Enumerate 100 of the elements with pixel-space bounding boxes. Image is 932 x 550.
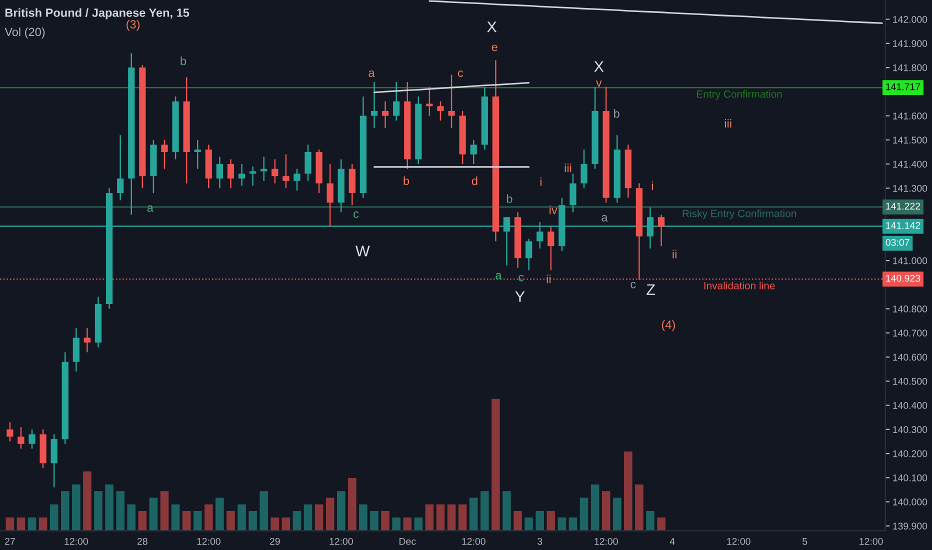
y-tick-label: 140.800: [893, 306, 928, 312]
bar: [72, 484, 80, 531]
bar: [590, 484, 600, 531]
annotation: Risky Entry Confirmation: [682, 210, 796, 220]
bar: [204, 504, 213, 531]
annotation: a: [368, 70, 375, 77]
bar: [646, 510, 654, 531]
bar: [160, 491, 169, 531]
annotation: X: [594, 61, 604, 72]
chart-title: Vol (20): [4, 28, 45, 38]
y-tick-label: 140.600: [893, 354, 928, 361]
annotation: W: [356, 246, 370, 256]
bar: [458, 504, 467, 531]
y-tick-label: 140.100: [893, 474, 928, 482]
bar: [138, 510, 147, 531]
x-tick-label: 3: [538, 538, 542, 545]
bar: [94, 491, 102, 531]
candlestick: [84, 327, 91, 353]
bar: [602, 491, 610, 531]
bar: [580, 498, 588, 531]
annotation: (3): [126, 20, 140, 31]
x-tick-label: Dec: [400, 538, 416, 545]
candlestick: [470, 139, 477, 165]
annotation: i: [540, 177, 542, 186]
y-tick-label: 141.900: [893, 40, 928, 48]
y-tick-label: 140.700: [893, 330, 928, 337]
y-tick-label: 141.500: [893, 136, 928, 144]
bar: [436, 504, 445, 531]
y-tick-label: 141.300: [893, 184, 928, 192]
bar: [171, 504, 180, 531]
y-tick-label: 141.800: [893, 64, 928, 72]
y-tick-label: 140.300: [893, 426, 928, 434]
annotation: Z: [646, 284, 655, 295]
x-tick-label: 5: [802, 538, 808, 545]
candlestick: [526, 238, 532, 271]
bar: [635, 484, 644, 531]
candlestick: [370, 81, 378, 128]
annotation: a: [496, 272, 502, 280]
candlestick: [570, 173, 576, 213]
x-tick-label: 28: [137, 538, 148, 545]
bar: [260, 491, 268, 531]
bar: [381, 510, 390, 531]
x-tick-label: 12:00: [727, 538, 750, 545]
bar: [624, 452, 632, 531]
bar: [568, 518, 578, 531]
candlestick: [426, 86, 433, 116]
annotation: iii: [724, 118, 732, 128]
bar: [336, 491, 346, 531]
bar: [502, 491, 511, 531]
y-tick-label: 141.000: [893, 257, 928, 264]
ref-line-label: 141.142: [886, 222, 920, 229]
bar: [612, 498, 622, 531]
bar: [38, 518, 48, 531]
bar: [392, 518, 400, 531]
bar: [348, 478, 356, 531]
bar: [514, 510, 522, 531]
bar: [657, 518, 666, 531]
bar: [248, 510, 257, 531]
annotation: iii: [564, 164, 572, 172]
bar: [558, 518, 566, 531]
annotation: v: [596, 80, 602, 87]
bar: [105, 484, 114, 531]
candlestick: [28, 428, 36, 450]
x-tick-label: 12:00: [330, 538, 353, 545]
bar: [60, 491, 70, 531]
bar: [270, 518, 280, 531]
bar: [359, 504, 368, 531]
annotation: iv: [550, 206, 558, 214]
y-tick-label: 140.500: [893, 378, 928, 385]
bar: [292, 510, 302, 531]
candlestick: [272, 158, 278, 184]
bar: [480, 491, 489, 531]
bar: [414, 518, 423, 531]
y-tick-label: 140.000: [893, 498, 928, 506]
bar: [447, 504, 456, 531]
bar: [6, 518, 14, 531]
bar: [182, 510, 191, 531]
x-tick-label: 12:00: [64, 538, 88, 545]
x-tick-label: 12:00: [860, 538, 883, 545]
y-tick-label: 139.900: [893, 522, 928, 530]
annotation: Entry Confirmation: [697, 90, 782, 100]
annotation: c: [354, 211, 359, 218]
candlestick: [117, 134, 124, 201]
annotation: ii: [672, 250, 676, 258]
candlestick: [238, 163, 246, 186]
x-tick-label: 12:00: [594, 538, 618, 545]
x-tick-label: 27: [5, 538, 15, 545]
bar: [304, 504, 312, 531]
candlestick: [304, 144, 312, 182]
bar: [282, 518, 290, 531]
candlestick: [227, 158, 234, 189]
bar: [216, 498, 224, 531]
x-tick-label: 12:00: [462, 538, 486, 545]
bar: [28, 518, 36, 531]
ref-line-label: 141.717: [886, 83, 920, 90]
annotation: b: [506, 194, 512, 203]
x-tick-label: 12:00: [197, 538, 220, 545]
candlestick: [548, 226, 554, 271]
annotation: c: [518, 274, 524, 282]
bar: [524, 518, 533, 531]
